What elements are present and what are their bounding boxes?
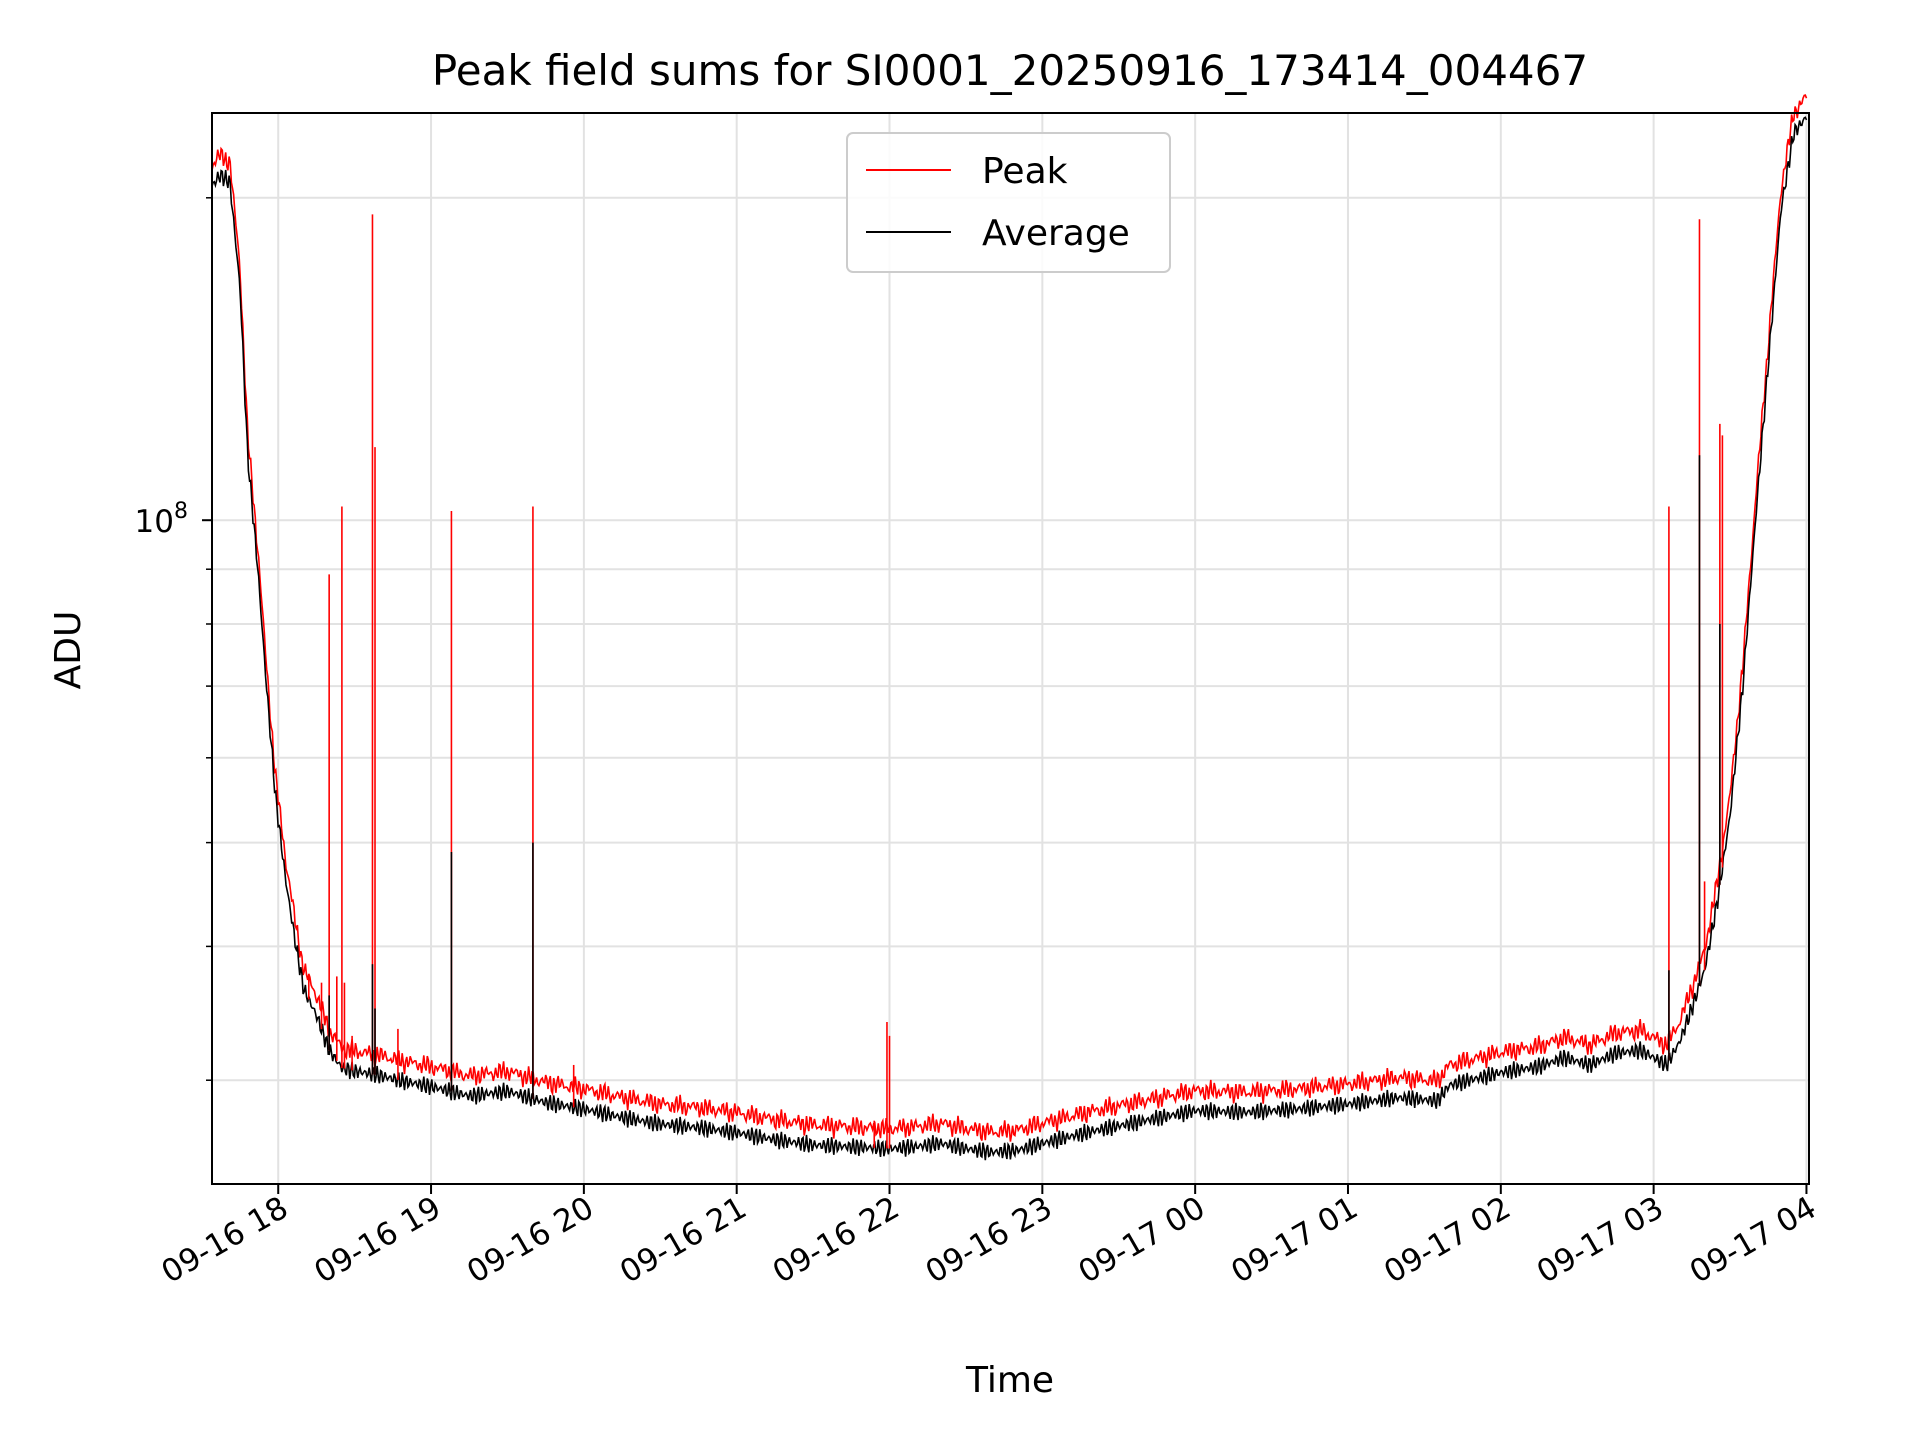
legend-average-label: Average bbox=[982, 213, 1130, 254]
chart-title: Peak field sums for SI0001_20250916_1734… bbox=[432, 46, 1588, 95]
legend-box bbox=[846, 132, 1171, 273]
series-average-line bbox=[211, 116, 1808, 1161]
plot-frame bbox=[211, 112, 1810, 1185]
series-peak-line bbox=[211, 94, 1808, 1142]
legend: Peak Average bbox=[846, 132, 1171, 273]
y-axis: 108 bbox=[135, 197, 212, 1081]
grid bbox=[212, 113, 1809, 1184]
series-layer bbox=[211, 94, 1808, 1161]
y-axis-label: ADU bbox=[48, 611, 89, 690]
x-axis-label: Time bbox=[965, 1360, 1054, 1401]
legend-peak-label: Peak bbox=[982, 151, 1068, 192]
y-tick-label: 108 bbox=[135, 499, 188, 540]
